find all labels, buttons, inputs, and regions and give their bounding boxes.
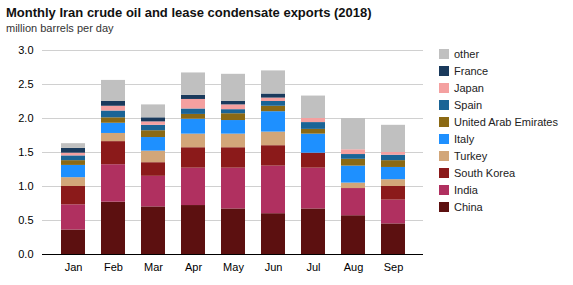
svg-text:2.5: 2.5 <box>18 78 33 90</box>
svg-text:Feb: Feb <box>104 261 123 273</box>
html-text:South Korea: South Korea <box>454 167 516 179</box>
html-text:Turkey: Turkey <box>454 150 488 162</box>
svg-text:Jun: Jun <box>265 261 283 273</box>
svg-text:Apr: Apr <box>185 261 202 273</box>
html-text:Monthly Iran crude oil and lea: Monthly Iran crude oil and lease condens… <box>6 5 372 20</box>
html-text:Japan: Japan <box>454 82 484 94</box>
html-text:other: other <box>454 48 480 60</box>
svg-text:2.0: 2.0 <box>18 112 33 124</box>
svg-text:Jul: Jul <box>306 261 320 273</box>
html-text:million barrels per day: million barrels per day <box>6 22 114 34</box>
svg-text:Aug: Aug <box>344 261 364 273</box>
html-text:China: China <box>454 201 483 213</box>
svg-text:0.0: 0.0 <box>18 248 33 260</box>
svg-text:Mar: Mar <box>144 261 163 273</box>
svg-text:3.0: 3.0 <box>18 44 33 56</box>
svg-text:1.5: 1.5 <box>18 146 33 158</box>
html-text:Spain: Spain <box>454 99 483 111</box>
html-text:Italy: Italy <box>454 133 475 145</box>
svg-text:May: May <box>223 261 244 273</box>
html-text:France: France <box>454 65 489 77</box>
svg-text:0.5: 0.5 <box>18 214 33 226</box>
html-text:India: India <box>454 184 478 196</box>
svg-text:Jan: Jan <box>65 261 83 273</box>
svg-text:Sep: Sep <box>384 261 404 273</box>
svg-text:1.0: 1.0 <box>18 180 33 192</box>
html-text:United Arab Emirates: United Arab Emirates <box>454 116 558 128</box>
